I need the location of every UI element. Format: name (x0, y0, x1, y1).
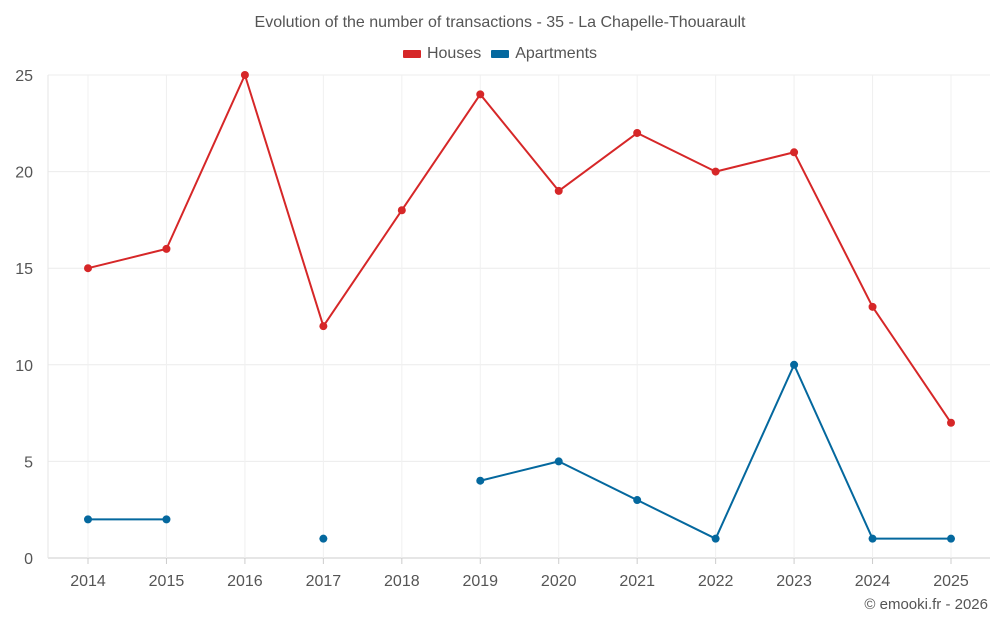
credit: © emooki.fr - 2026 (864, 596, 988, 613)
point-houses-2023 (790, 148, 799, 157)
point-apartments-2014 (84, 515, 92, 524)
legend-swatch-apartments (491, 50, 510, 58)
x-tick-label-2024: 2024 (855, 573, 891, 590)
legend: Houses Apartments (0, 45, 1000, 63)
legend-label-houses: Houses (426, 45, 482, 62)
point-apartments-2022 (711, 534, 720, 543)
point-houses-2024 (868, 302, 877, 311)
y-tick-label-0: 0 (24, 551, 33, 568)
legend-swatch-houses (402, 50, 421, 58)
point-apartments-2015 (162, 515, 171, 524)
x-tick-label-2014: 2014 (70, 573, 106, 590)
x-tick-label-2021: 2021 (619, 573, 655, 590)
legend-label-apartments: Apartments (515, 45, 598, 62)
legend-item-apartments[interactable]: Apartments (491, 45, 597, 63)
x-tick-label-2017: 2017 (306, 573, 342, 590)
x-tick-label-2022: 2022 (698, 573, 734, 590)
y-tick-label-20: 20 (15, 165, 33, 182)
x-tick-label-2016: 2016 (227, 573, 263, 590)
x-tick-label-2018: 2018 (384, 573, 420, 590)
point-houses-2025 (947, 418, 955, 427)
point-houses-2021 (633, 128, 642, 137)
y-tick-label-5: 5 (24, 454, 33, 471)
point-houses-2019 (476, 90, 485, 99)
point-houses-2017 (319, 322, 328, 331)
legend-item-houses[interactable]: Houses (402, 45, 482, 63)
point-apartments-2024 (868, 534, 877, 543)
series-line-houses-0 (87, 74, 952, 424)
x-tick-label-2023: 2023 (776, 573, 812, 590)
point-houses-2018 (397, 206, 406, 215)
point-houses-2015 (162, 244, 171, 253)
x-tick-label-2015: 2015 (149, 573, 185, 590)
point-apartments-2020 (554, 457, 563, 466)
point-houses-2022 (711, 167, 720, 176)
point-apartments-2025 (947, 534, 955, 543)
point-houses-2014 (84, 264, 92, 273)
point-houses-2020 (554, 186, 563, 195)
point-apartments-2019 (476, 476, 485, 485)
point-apartments-2023 (790, 360, 799, 369)
x-tick-label-2020: 2020 (541, 573, 577, 590)
y-tick-label-10: 10 (15, 358, 33, 375)
x-tick-label-2025: 2025 (933, 573, 969, 590)
y-tick-label-25: 25 (15, 68, 33, 85)
y-tick-label-15: 15 (15, 261, 33, 278)
point-apartments-2017 (319, 534, 328, 543)
x-tick-label-2019: 2019 (462, 573, 498, 590)
point-apartments-2021 (633, 496, 642, 505)
point-houses-2016 (240, 71, 249, 79)
chart-title: Evolution of the number of transactions … (254, 14, 746, 31)
